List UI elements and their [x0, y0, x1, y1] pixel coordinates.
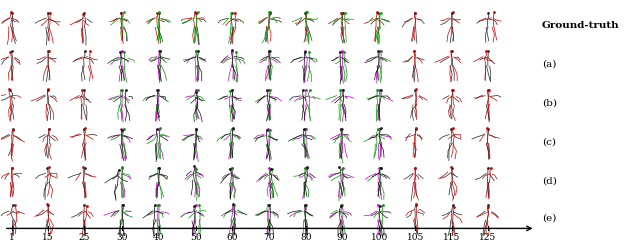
Text: (b): (b) — [542, 98, 557, 107]
Text: (c): (c) — [542, 137, 556, 146]
Text: 50: 50 — [190, 233, 202, 242]
Text: (e): (e) — [542, 214, 556, 223]
Text: 90: 90 — [337, 233, 348, 242]
Text: 70: 70 — [263, 233, 275, 242]
Text: 25: 25 — [79, 233, 90, 242]
Text: 40: 40 — [153, 233, 164, 242]
Text: 105: 105 — [406, 233, 424, 242]
Text: (a): (a) — [542, 60, 556, 69]
Text: (d): (d) — [542, 176, 557, 185]
Text: 115: 115 — [444, 233, 461, 242]
Text: 125: 125 — [479, 233, 497, 242]
Text: 80: 80 — [300, 233, 312, 242]
Text: 15: 15 — [42, 233, 54, 242]
Text: 1: 1 — [9, 233, 15, 242]
Text: 30: 30 — [116, 233, 128, 242]
Text: 60: 60 — [227, 233, 238, 242]
Text: 100: 100 — [371, 233, 388, 242]
Text: Ground-truth: Ground-truth — [542, 21, 620, 30]
